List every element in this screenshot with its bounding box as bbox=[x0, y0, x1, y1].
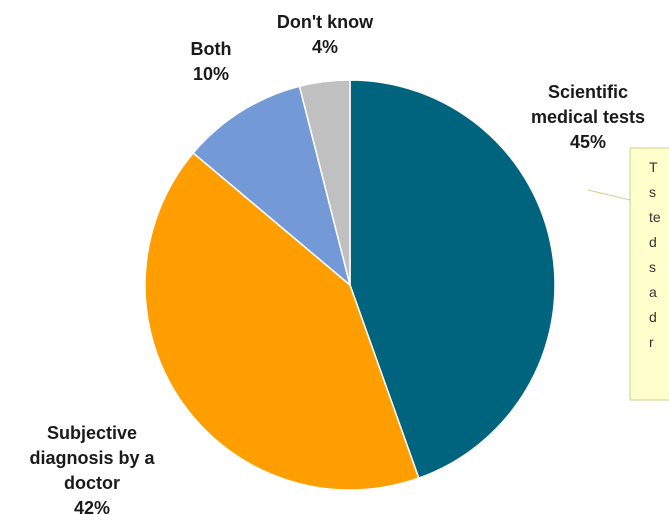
slice-name-label: Scientific bbox=[548, 82, 628, 102]
slice-name-label: Both bbox=[191, 39, 232, 59]
pie-slice-don-t-know bbox=[298, 79, 351, 286]
pie-slice-subjective-diagnosis-by-a-doctor bbox=[144, 151, 420, 491]
callout-text-line: T bbox=[649, 159, 658, 175]
slice-labels: Scientific medical tests 45% Subjective diag… bbox=[29, 12, 645, 515]
callout-text-line: a bbox=[649, 284, 657, 300]
slice-label-don-t-know: Don't know 4% bbox=[277, 12, 374, 57]
callout-text-line: d bbox=[649, 309, 657, 325]
slice-value-label: 4% bbox=[312, 37, 338, 57]
slice-name-label: Don't know bbox=[277, 12, 374, 32]
slice-value-label: 45% bbox=[570, 132, 606, 152]
pie-slice-both bbox=[192, 85, 352, 288]
callout-text-line: te bbox=[649, 209, 661, 225]
callout-text-line: r bbox=[649, 334, 654, 350]
slice-label-scientific-medical-tests: Scientific medical tests 45% bbox=[531, 82, 645, 152]
slice-label-both: Both 10% bbox=[191, 39, 232, 84]
callout-text-line: s bbox=[649, 259, 656, 275]
pie-slices bbox=[144, 79, 556, 491]
slice-value-label: 42% bbox=[74, 498, 110, 515]
callout-text-line: d bbox=[649, 234, 657, 250]
callout-box bbox=[629, 147, 669, 401]
callout-text-line: s bbox=[649, 184, 656, 200]
slice-value-label: 10% bbox=[193, 64, 229, 84]
pie-slice-scientific-medical-tests bbox=[349, 79, 556, 480]
slice-label-subjective-diagnosis-by-a-doctor: Subjective diagnosis by a doctor 42% bbox=[29, 423, 155, 515]
slice-name-label: medical tests bbox=[531, 107, 645, 127]
slice-name-label: Subjective bbox=[47, 423, 137, 443]
slice-name-label: diagnosis by a bbox=[29, 448, 155, 468]
callout-leader-line bbox=[587, 189, 635, 341]
slice-name-label: doctor bbox=[64, 473, 120, 493]
